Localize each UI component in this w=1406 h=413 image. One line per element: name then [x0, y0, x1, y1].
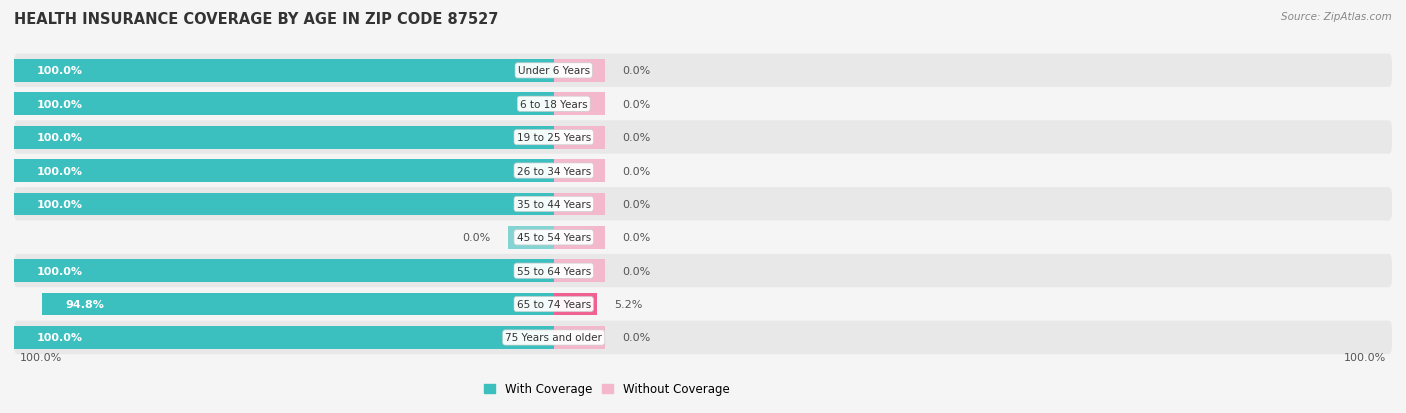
Text: 100.0%: 100.0% [37, 166, 83, 176]
Bar [14, 60, 554, 83]
Bar [14, 126, 554, 149]
FancyBboxPatch shape [14, 88, 1392, 121]
Text: 0.0%: 0.0% [623, 166, 651, 176]
FancyBboxPatch shape [14, 121, 1392, 154]
Bar [14, 93, 554, 116]
Text: 100.0%: 100.0% [37, 66, 83, 76]
Text: 100.0%: 100.0% [1344, 352, 1386, 362]
Text: HEALTH INSURANCE COVERAGE BY AGE IN ZIP CODE 87527: HEALTH INSURANCE COVERAGE BY AGE IN ZIP … [14, 12, 499, 27]
Text: 35 to 44 Years: 35 to 44 Years [516, 199, 591, 209]
FancyBboxPatch shape [14, 287, 1392, 321]
Bar [554, 260, 606, 282]
Text: 100.0%: 100.0% [37, 100, 83, 109]
Text: 0.0%: 0.0% [623, 66, 651, 76]
Text: 100.0%: 100.0% [37, 199, 83, 209]
Text: 0.0%: 0.0% [623, 233, 651, 243]
Text: Source: ZipAtlas.com: Source: ZipAtlas.com [1281, 12, 1392, 22]
Text: 100.0%: 100.0% [20, 352, 62, 362]
FancyBboxPatch shape [14, 188, 1392, 221]
Bar [14, 260, 554, 282]
Bar [508, 226, 554, 249]
Bar [554, 93, 606, 116]
Text: 0.0%: 0.0% [623, 333, 651, 343]
Bar [554, 193, 606, 216]
Text: 26 to 34 Years: 26 to 34 Years [516, 166, 591, 176]
FancyBboxPatch shape [14, 254, 1392, 288]
Bar [554, 126, 606, 149]
Bar [554, 226, 606, 249]
Text: 75 Years and older: 75 Years and older [505, 333, 602, 343]
Text: 0.0%: 0.0% [463, 233, 491, 243]
Legend: With Coverage, Without Coverage: With Coverage, Without Coverage [479, 377, 734, 400]
Bar [14, 160, 554, 183]
Text: 6 to 18 Years: 6 to 18 Years [520, 100, 588, 109]
Bar [42, 293, 554, 316]
Text: 19 to 25 Years: 19 to 25 Years [516, 133, 591, 143]
Text: 0.0%: 0.0% [623, 133, 651, 143]
Bar [554, 326, 606, 349]
Text: 100.0%: 100.0% [37, 333, 83, 343]
Bar [554, 293, 598, 316]
Text: 45 to 54 Years: 45 to 54 Years [516, 233, 591, 243]
Bar [14, 193, 554, 216]
Text: 55 to 64 Years: 55 to 64 Years [516, 266, 591, 276]
Text: 5.2%: 5.2% [614, 299, 643, 309]
FancyBboxPatch shape [14, 154, 1392, 188]
Text: 94.8%: 94.8% [65, 299, 104, 309]
Text: 0.0%: 0.0% [623, 199, 651, 209]
Text: 0.0%: 0.0% [623, 266, 651, 276]
Bar [554, 160, 606, 183]
Text: 100.0%: 100.0% [37, 133, 83, 143]
FancyBboxPatch shape [14, 321, 1392, 354]
Bar [554, 60, 606, 83]
FancyBboxPatch shape [14, 221, 1392, 254]
FancyBboxPatch shape [14, 55, 1392, 88]
Text: 100.0%: 100.0% [37, 266, 83, 276]
Text: Under 6 Years: Under 6 Years [517, 66, 589, 76]
Text: 0.0%: 0.0% [623, 100, 651, 109]
Bar [14, 326, 554, 349]
Text: 65 to 74 Years: 65 to 74 Years [516, 299, 591, 309]
